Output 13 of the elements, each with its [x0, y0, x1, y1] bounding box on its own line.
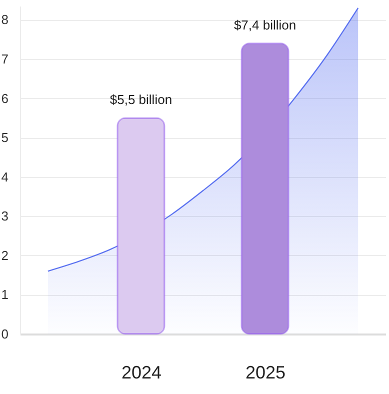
y-tick-label: 1 — [1, 287, 8, 302]
y-tick-label: 8 — [1, 12, 8, 28]
y-tick-label: 3 — [1, 208, 8, 224]
x-tick-label: 2024 — [121, 362, 162, 382]
y-tick-label: 7 — [1, 52, 8, 67]
y-tick-label: 6 — [1, 90, 8, 106]
y-tick-label: 0 — [1, 326, 8, 342]
y-tick-label: 4 — [1, 169, 8, 184]
y-tick-label: 2 — [1, 248, 8, 263]
y-tick-label: 5 — [1, 130, 8, 146]
data-label: $7,4 billion — [234, 17, 296, 32]
x-tick-label: 2025 — [246, 362, 286, 382]
data-label: $5,5 billion — [110, 92, 172, 107]
